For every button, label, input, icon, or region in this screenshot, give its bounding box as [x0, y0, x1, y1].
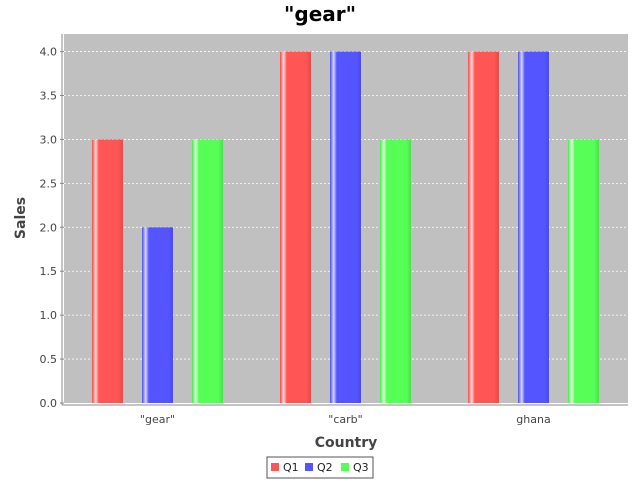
y-tick-label: 1.5 [40, 265, 58, 278]
axes [60, 34, 628, 406]
bar-q1-0 [92, 139, 123, 403]
bar-q2-0 [142, 227, 173, 403]
x-tick-label: "carb" [328, 413, 362, 426]
bar-q2-2 [518, 51, 549, 403]
y-tick-label: 0.0 [40, 397, 58, 410]
bars [92, 51, 599, 403]
y-tick-label: 3.5 [40, 90, 58, 103]
y-tick-label: 4.0 [40, 46, 58, 59]
legend-swatch-q3 [341, 463, 349, 471]
bar-q3-2 [568, 139, 599, 403]
x-tick-label: ghana [516, 413, 550, 426]
legend-label-q1: Q1 [283, 461, 299, 474]
y-tick-label: 3.0 [40, 133, 58, 146]
y-tick-label: 0.5 [40, 353, 58, 366]
y-tick-label: 2.5 [40, 177, 58, 190]
chart-title: "gear" [284, 2, 356, 26]
y-tick-labels: 0.0 0.5 1.0 1.5 2.0 2.5 3.0 3.5 4.0 [40, 46, 58, 410]
legend-box [266, 456, 374, 479]
legend: Q1 Q2 Q3 [266, 456, 374, 479]
legend-swatch-q2 [305, 463, 313, 471]
bar-q1-1 [280, 51, 311, 403]
x-tick-labels: "gear" "carb" ghana [140, 413, 551, 426]
bar-q3-0 [192, 139, 223, 403]
bar-q2-1 [330, 51, 361, 403]
legend-swatch-q1 [271, 463, 279, 471]
y-tick-label: 2.0 [40, 221, 58, 234]
legend-label-q2: Q2 [317, 461, 333, 474]
x-tick-label: "gear" [140, 413, 175, 426]
x-axis-label: Country [315, 435, 378, 451]
bar-q1-2 [468, 51, 499, 403]
y-axis-label: Sales [13, 197, 29, 239]
bar-q3-1 [380, 139, 411, 403]
y-tick-label: 1.0 [40, 309, 58, 322]
legend-label-q3: Q3 [353, 461, 369, 474]
